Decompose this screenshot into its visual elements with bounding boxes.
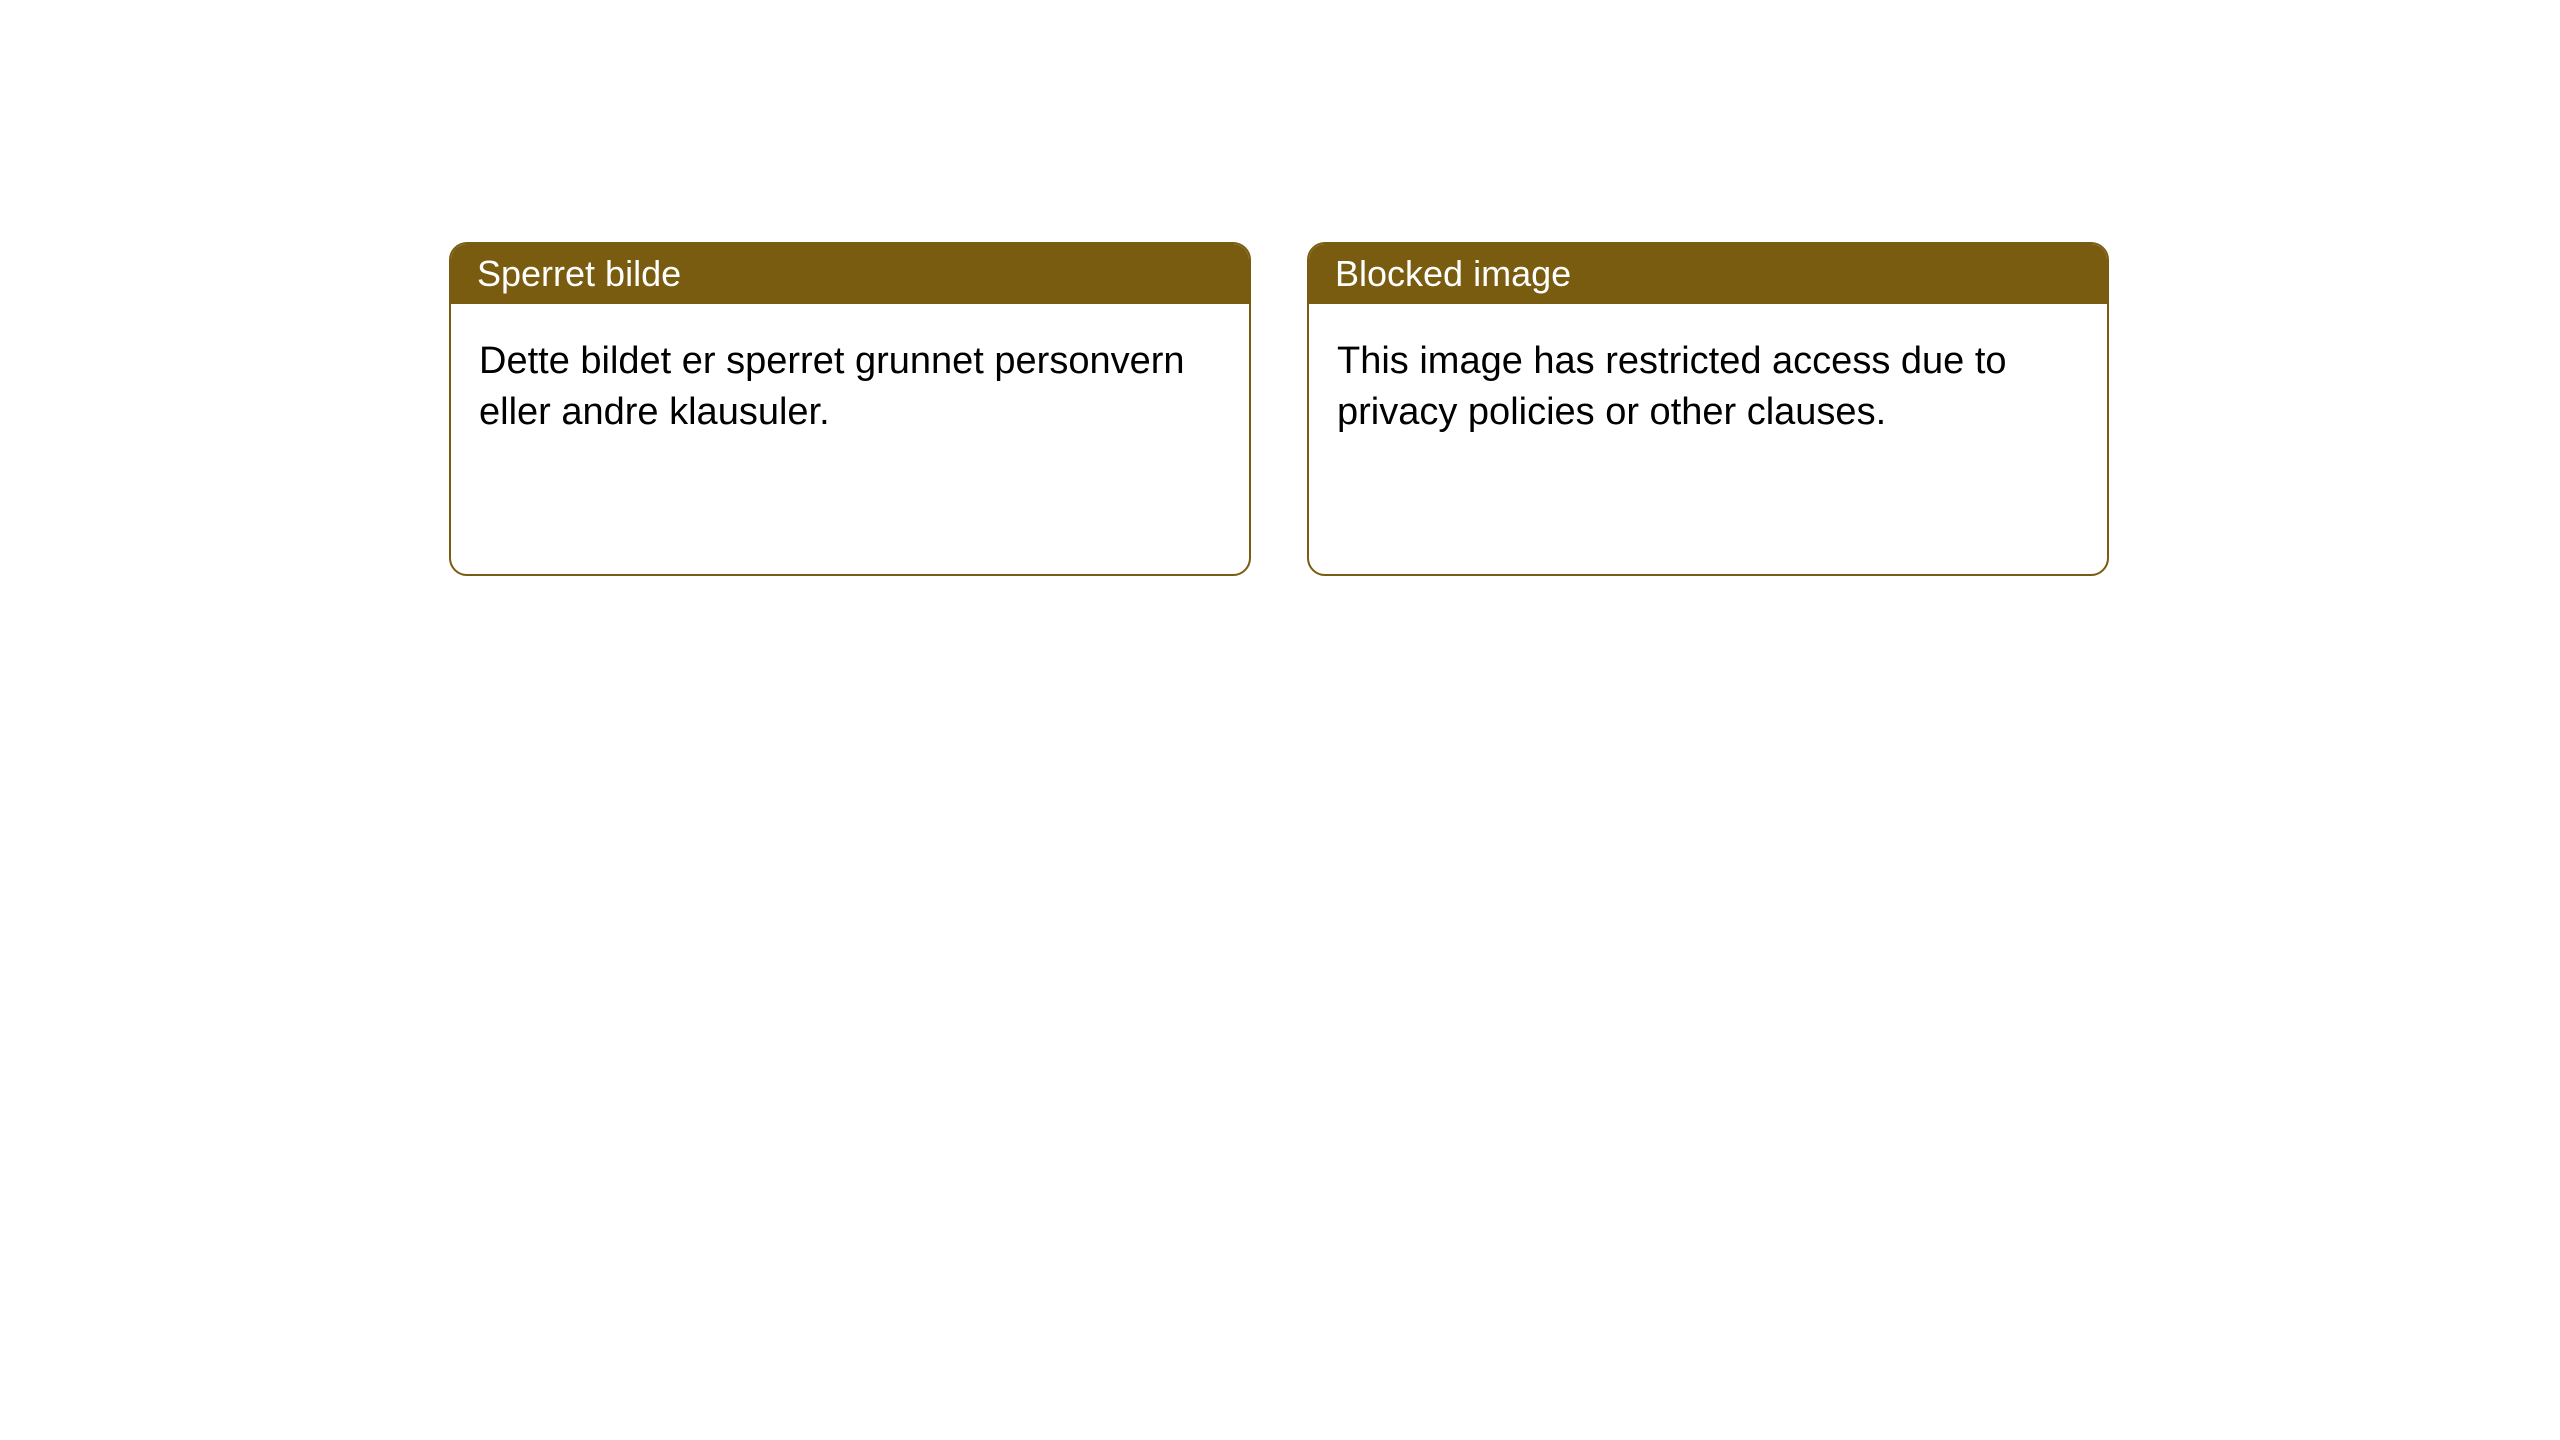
- card-body-text: This image has restricted access due to …: [1337, 340, 2007, 433]
- card-title: Blocked image: [1335, 253, 1571, 295]
- blocked-image-card-no: Sperret bilde Dette bildet er sperret gr…: [449, 242, 1251, 576]
- card-header: Blocked image: [1309, 244, 2107, 304]
- card-header: Sperret bilde: [451, 244, 1249, 304]
- card-body: Dette bildet er sperret grunnet personve…: [451, 304, 1249, 471]
- card-title: Sperret bilde: [477, 253, 681, 295]
- card-body: This image has restricted access due to …: [1309, 304, 2107, 471]
- blocked-image-card-en: Blocked image This image has restricted …: [1307, 242, 2109, 576]
- card-body-text: Dette bildet er sperret grunnet personve…: [479, 340, 1185, 433]
- notice-container: Sperret bilde Dette bildet er sperret gr…: [0, 0, 2560, 576]
